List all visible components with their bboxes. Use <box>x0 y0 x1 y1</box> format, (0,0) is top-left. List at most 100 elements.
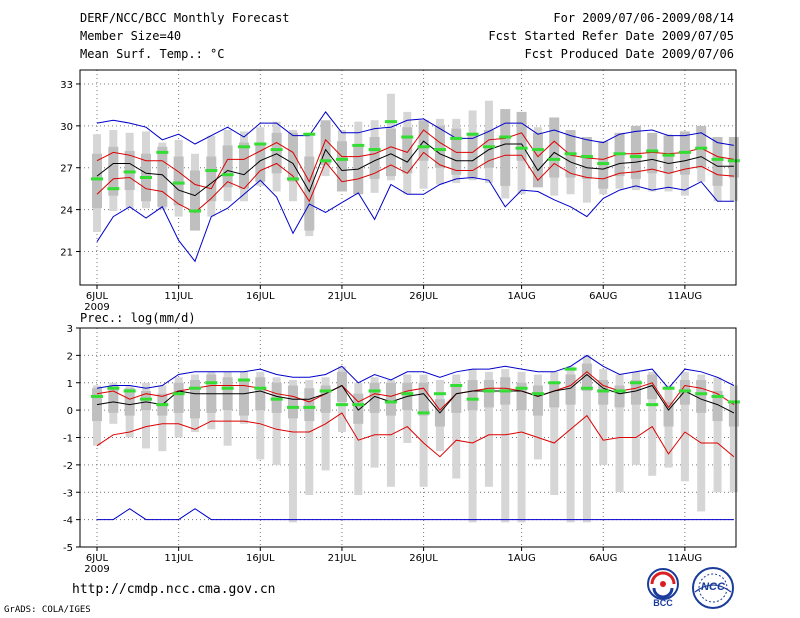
y-tick-label: 1 <box>67 379 73 390</box>
iqr-box <box>565 374 576 405</box>
range-bar <box>599 369 608 465</box>
observed-marker <box>352 403 365 407</box>
iqr-box <box>483 130 494 168</box>
observed-marker <box>580 155 593 159</box>
range-bar <box>517 371 526 523</box>
iqr-box <box>287 132 298 182</box>
observed-marker <box>564 152 577 156</box>
x-tick-label: 26JUL <box>409 291 438 302</box>
range-bar <box>550 371 559 495</box>
y-tick-label: 3 <box>67 324 73 335</box>
ncc-logo: NCC <box>690 566 736 610</box>
x-tick-label: 6AUG <box>589 553 617 564</box>
observed-marker <box>417 145 430 149</box>
member-size: Member Size=40 <box>80 29 182 43</box>
observed-marker <box>678 389 691 393</box>
observed-marker <box>711 394 724 398</box>
iqr-box <box>647 374 658 400</box>
plus-sd-line <box>96 129 734 190</box>
x-tick-label: 6JUL <box>86 553 109 564</box>
observed-marker <box>237 378 250 382</box>
range-bar <box>256 371 265 460</box>
y-tick-label: -1 <box>63 434 73 445</box>
x-tick-label: 16JUL <box>246 291 275 302</box>
x-tick-label: 26JUL <box>409 553 438 564</box>
iqr-box <box>467 380 478 411</box>
observed-marker <box>384 120 397 124</box>
observed-marker <box>107 386 120 390</box>
iqr-box <box>238 380 249 416</box>
observed-marker <box>368 148 381 152</box>
iqr-box <box>108 146 119 196</box>
observed-marker <box>466 132 479 136</box>
iqr-box <box>304 156 315 231</box>
iqr-box <box>369 382 380 413</box>
observed-marker <box>646 149 659 153</box>
observed-marker <box>221 386 234 390</box>
iqr-box <box>108 385 119 413</box>
ensemble-max-line <box>96 354 735 389</box>
iqr-box <box>92 153 102 209</box>
bcc-logo-text: BCC <box>653 598 673 608</box>
iqr-box <box>549 117 560 178</box>
x-tick-label: 1AUG <box>507 553 535 564</box>
iqr-box <box>222 145 233 188</box>
observed-marker <box>499 389 512 393</box>
range-bar <box>484 371 493 487</box>
observed-marker <box>417 411 430 415</box>
observed-marker <box>629 381 642 385</box>
x-tick-label: 11AUG <box>668 291 703 302</box>
observed-marker <box>270 397 283 401</box>
observed-marker <box>662 153 675 157</box>
range-bar <box>533 374 542 460</box>
range-bar <box>615 374 624 493</box>
iqr-box <box>630 380 641 405</box>
observed-marker <box>515 386 528 390</box>
range-bar <box>582 355 591 523</box>
observed-marker <box>727 159 740 163</box>
iqr-box <box>385 382 396 416</box>
observed-marker <box>286 405 299 409</box>
range-bar <box>452 374 461 479</box>
observed-marker <box>286 177 299 181</box>
observed-marker <box>123 389 136 393</box>
observed-marker <box>646 403 659 407</box>
source-url[interactable]: http://cmdp.ncc.cma.gov.cn <box>72 582 276 597</box>
plus-sd-line <box>96 371 735 411</box>
observed-marker <box>254 142 267 146</box>
observed-marker <box>695 146 708 150</box>
observed-marker <box>156 150 169 154</box>
iqr-box <box>434 125 445 168</box>
x-tick-year-label: 2009 <box>84 564 109 575</box>
y-tick-label: 30 <box>60 122 73 133</box>
precip-variable-label: Prec.: log(mm/d) <box>80 311 196 325</box>
iqr-box <box>385 128 396 177</box>
iqr-box <box>173 156 184 206</box>
iqr-box <box>712 390 723 422</box>
iqr-box <box>516 382 527 411</box>
observed-marker <box>107 187 120 191</box>
iqr-box <box>630 125 641 179</box>
iqr-box <box>255 377 266 411</box>
observed-marker <box>368 389 381 393</box>
y-tick-label: 27 <box>60 164 73 175</box>
range-bar <box>288 380 297 523</box>
iqr-box <box>728 401 739 427</box>
observed-marker <box>270 148 283 152</box>
observed-marker <box>515 146 528 150</box>
observed-marker <box>91 394 103 398</box>
observed-marker <box>597 162 610 166</box>
observed-marker <box>188 386 201 390</box>
iqr-box <box>304 388 315 422</box>
observed-marker <box>597 389 610 393</box>
observed-marker <box>482 389 495 393</box>
y-tick-label: 21 <box>60 247 73 258</box>
minus-sd-line <box>96 151 734 213</box>
y-tick-label: 0 <box>67 406 73 417</box>
observed-marker <box>629 155 642 159</box>
ensemble-min-line <box>97 508 734 521</box>
